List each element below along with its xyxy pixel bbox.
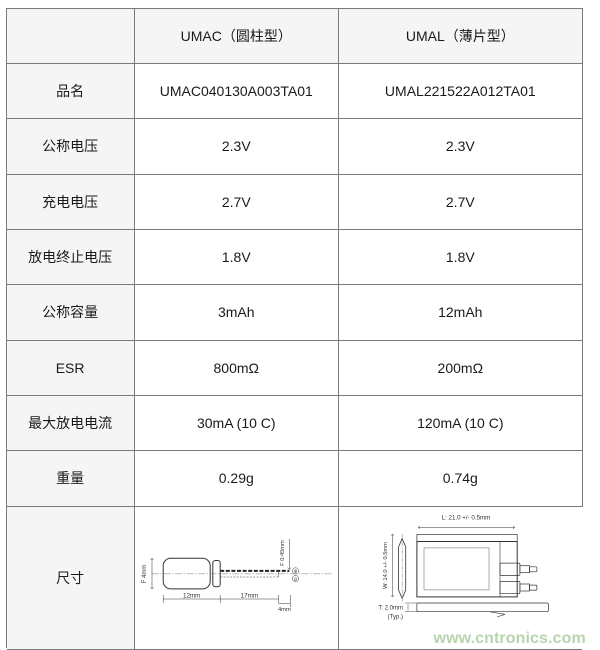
svg-text:⊕: ⊕ bbox=[294, 568, 298, 573]
svg-text:(Typ.): (Typ.) bbox=[387, 614, 402, 620]
svg-text:4mm: 4mm bbox=[278, 607, 291, 613]
svg-text:⊖: ⊖ bbox=[294, 576, 298, 581]
svg-text:T: 2.0mm: T: 2.0mm bbox=[378, 605, 403, 611]
svg-text:L: 21.0 +/- 0.5mm: L: 21.0 +/- 0.5mm bbox=[441, 514, 490, 521]
svg-text:12mm: 12mm bbox=[183, 592, 201, 599]
svg-text:17mm: 17mm bbox=[241, 592, 259, 599]
svg-text:W: 14.0 +/- 0.5mm: W: 14.0 +/- 0.5mm bbox=[383, 541, 389, 588]
svg-text:F 4mm: F 4mm bbox=[142, 564, 148, 583]
svg-text:F 0.45mm: F 0.45mm bbox=[280, 539, 286, 565]
